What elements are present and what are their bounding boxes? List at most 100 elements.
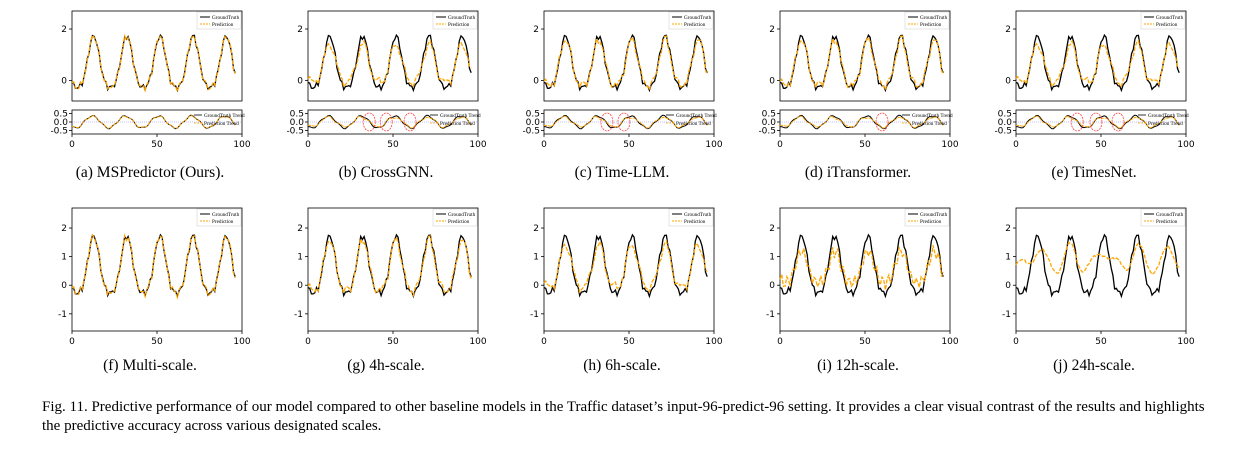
legend-label-prediction: Prediction: [1156, 22, 1178, 28]
legend-label-prediction: Prediction: [212, 219, 234, 225]
series-line-prediction: [71, 33, 236, 94]
series-line-groundtruth: [307, 33, 472, 93]
legend-box: [432, 11, 478, 30]
trend-y-tick-label: -0.5: [994, 127, 1012, 137]
legend-label-pred-trend: Prediction Trend: [676, 121, 711, 127]
y-tick-label: 2: [769, 224, 775, 234]
x-tick-label: 100: [705, 337, 722, 347]
legend-box: [196, 208, 242, 227]
series-line-groundtruth: [1015, 33, 1180, 93]
x-tick-label: 0: [305, 140, 311, 150]
x-tick-label: 100: [469, 337, 486, 347]
highlight-circle: [1089, 112, 1103, 132]
subcaption-c: (c) Time-LLM.: [574, 164, 670, 181]
x-tick-label: 100: [705, 140, 722, 150]
series-line-groundtruth: [779, 233, 944, 299]
trend-line-prediction: [71, 114, 236, 129]
x-tick-label: 100: [1177, 337, 1194, 347]
y-tick-label: 1: [533, 253, 539, 263]
series-line-prediction: [1015, 39, 1180, 89]
x-tick-label: 0: [1013, 337, 1019, 347]
y-tick-label: -1: [58, 310, 67, 320]
series-line-prediction: [307, 235, 472, 298]
series-line-groundtruth: [1015, 233, 1180, 299]
trend-y-tick-label: 0.0: [762, 118, 777, 128]
legend-label-prediction: Prediction: [212, 22, 234, 28]
subcaption-h: (h) 6h-scale.: [583, 357, 661, 374]
x-tick-label: 100: [469, 140, 486, 150]
x-tick-label: 50: [151, 337, 163, 347]
x-tick-label: 50: [151, 140, 163, 150]
highlight-circle: [875, 112, 889, 132]
trend-y-tick-label: 0.0: [54, 118, 69, 128]
trend-y-tick-label: 0.0: [526, 118, 541, 128]
legend-label-prediction: Prediction: [920, 22, 942, 28]
x-tick-label: 100: [1177, 140, 1194, 150]
x-tick-label: 0: [541, 140, 547, 150]
series-line-prediction: [543, 35, 708, 92]
legend-box: [432, 208, 478, 227]
legend-label-groundtruth: GroundTruth: [920, 15, 948, 21]
trend-line-prediction: [307, 115, 472, 129]
legend-label-prediction: Prediction: [920, 219, 942, 225]
legend-label-groundtruth: GroundTruth: [212, 212, 240, 218]
y-tick-label: 1: [297, 253, 303, 263]
y-tick-label: 2: [1005, 224, 1011, 234]
legend-box: [668, 208, 714, 227]
legend-label-prediction: Prediction: [448, 219, 470, 225]
trend-y-tick-label: -0.5: [522, 127, 540, 137]
legend-label-pred-trend: Prediction Trend: [204, 121, 239, 127]
highlight-circle: [362, 112, 376, 132]
y-tick-label: -1: [1002, 310, 1011, 320]
y-tick-label: 1: [1005, 253, 1011, 263]
legend-label-gt-trend: GroundTruth Trend: [676, 113, 717, 119]
subcaption-d: (d) iTransformer.: [804, 164, 912, 181]
trend-y-tick-label: -0.5: [286, 127, 304, 137]
plot-frame: [779, 10, 951, 102]
trend-line-prediction: [1015, 115, 1180, 129]
legend-label-prediction: Prediction: [684, 219, 706, 225]
y-tick-label: 0: [533, 281, 539, 291]
subcaption-g: (g) 4h-scale.: [347, 357, 425, 374]
legend-label-prediction: Prediction: [1156, 219, 1178, 225]
x-tick-label: 50: [1095, 337, 1107, 347]
legend-label-groundtruth: GroundTruth: [684, 212, 712, 218]
y-tick-label: 0: [769, 76, 775, 86]
y-tick-label: 0: [533, 76, 539, 86]
x-tick-label: 100: [233, 337, 250, 347]
legend-label-gt-trend: GroundTruth Trend: [912, 113, 953, 119]
legend-label-pred-trend: Prediction Trend: [440, 121, 475, 127]
legend-label-groundtruth: GroundTruth: [212, 15, 240, 21]
x-tick-label: 0: [541, 337, 547, 347]
subcaption-i: (i) 12h-scale.: [817, 357, 899, 374]
x-tick-label: 0: [1013, 140, 1019, 150]
plot-frame: [1015, 207, 1187, 332]
y-tick-label: 0: [1005, 281, 1011, 291]
legend-label-gt-trend: GroundTruth Trend: [204, 113, 245, 119]
x-tick-label: 0: [777, 140, 783, 150]
legend-label-groundtruth: GroundTruth: [1156, 15, 1184, 21]
legend-box: [668, 11, 714, 30]
y-tick-label: 0: [61, 281, 67, 291]
legend-label-pred-trend: Prediction Trend: [912, 121, 947, 127]
plot-frame: [71, 207, 243, 332]
y-tick-label: 1: [769, 253, 775, 263]
plot-frame: [307, 207, 479, 332]
legend-label-pred-trend: Prediction Trend: [1148, 121, 1183, 127]
trend-y-tick-label: 0.5: [762, 109, 776, 119]
figure-caption: Fig. 11. Predictive performance of our m…: [42, 399, 1205, 434]
subcaption-f: (f) Multi-scale.: [103, 357, 197, 374]
highlight-circle: [379, 112, 393, 132]
legend-box: [1140, 208, 1186, 227]
x-tick-label: 100: [941, 140, 958, 150]
trend-y-tick-label: 0.5: [526, 109, 540, 119]
x-tick-label: 50: [387, 140, 399, 150]
subcaption-e: (e) TimesNet.: [1051, 164, 1137, 181]
series-line-prediction: [71, 233, 236, 300]
